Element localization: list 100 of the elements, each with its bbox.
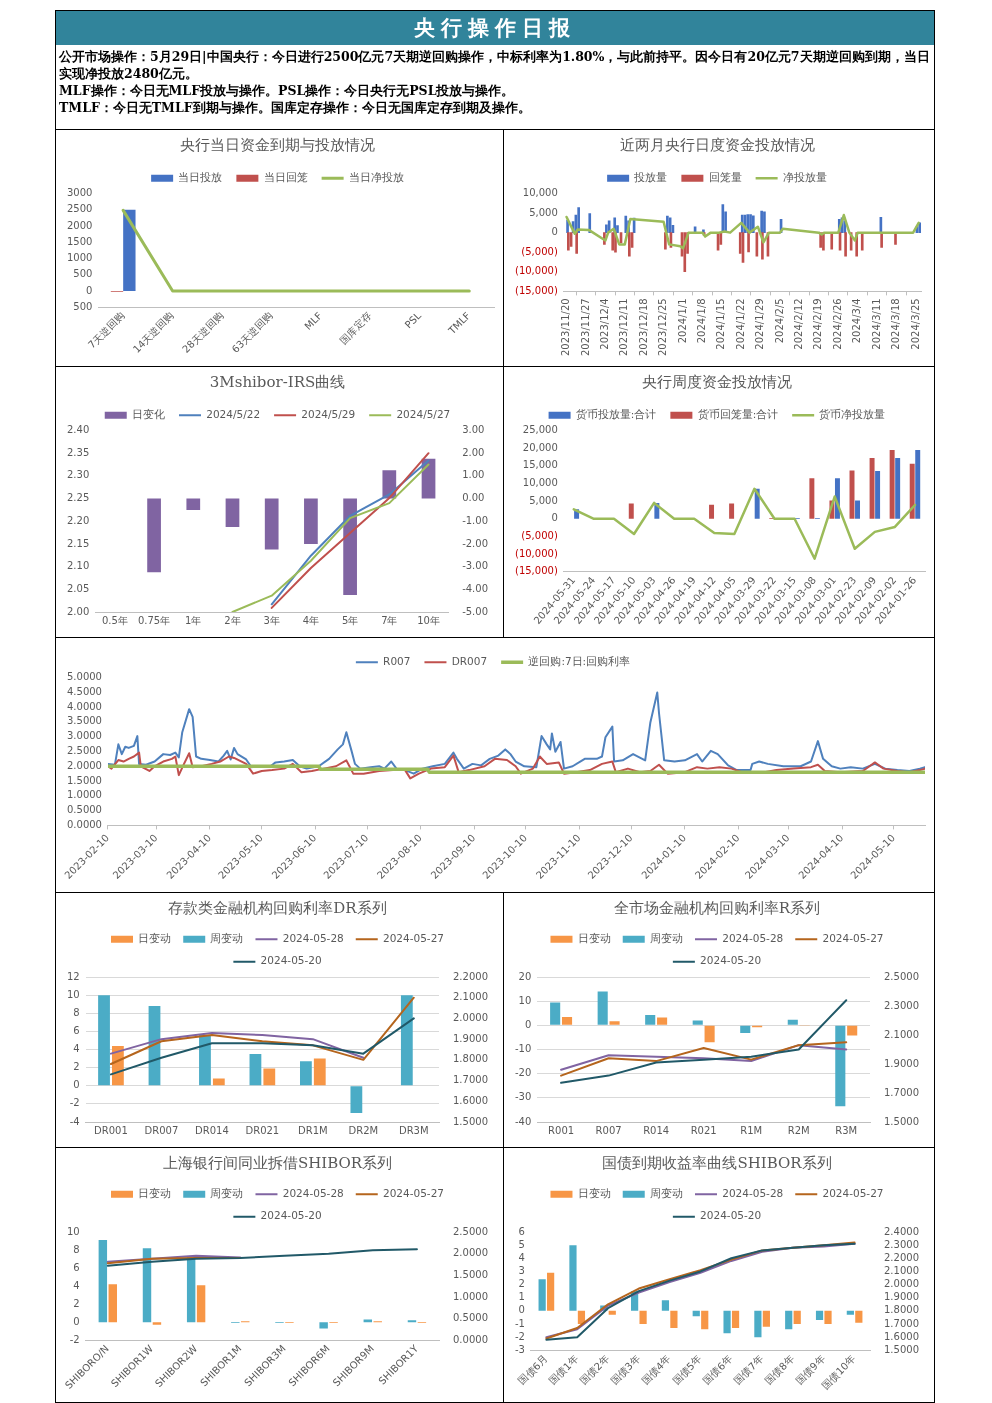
y-tick-label: 500 [73, 300, 93, 312]
text: TMLF：今日无TMLF到期与操作。国库定存操作：今日无国库定存到期及操作。 [59, 99, 532, 116]
y-tick-label: (10,000) [515, 265, 558, 277]
y-tick-label: 2.20 [67, 514, 90, 526]
y-tick-label: 4 [73, 1279, 80, 1291]
y-tick-label: 5,000 [529, 206, 558, 218]
x-tick-label: 63天逆回购 [229, 309, 275, 356]
y2-tick-label: 2.2000 [453, 970, 489, 982]
legend-label: 2024/5/29 [301, 407, 356, 420]
legend-label: 周变动 [649, 1186, 683, 1199]
y2-tick-label: 1.5000 [453, 1115, 489, 1127]
x-tick-label: 1年 [185, 614, 202, 626]
x-tick-label: 2024/3/11 [870, 298, 882, 350]
legend-label: 2024-05-28 [722, 1186, 784, 1199]
x-tick-label: 2024/1/22 [734, 298, 746, 350]
legend-label: 周变动 [649, 931, 683, 944]
y2-tick-label: 1.9000 [884, 1057, 920, 1069]
y-tick-label: -3 [514, 1343, 525, 1355]
x-tick-label: R001 [548, 1124, 575, 1136]
legend-label: 2024-05-20 [700, 954, 762, 967]
legend-label: 日变动 [577, 1186, 611, 1199]
y-tick-label: 2.5000 [66, 745, 102, 757]
y-tick-label: 0 [551, 226, 558, 238]
y2-tick-label: 1.00 [462, 469, 485, 481]
y-tick-label: 6 [518, 1225, 525, 1237]
y2-tick-label: 1.6000 [453, 1094, 489, 1106]
x-tick-label: R007 [595, 1124, 622, 1136]
y-tick-label: 3.5000 [66, 715, 102, 727]
x-tick-label: DR3M [398, 1124, 429, 1136]
text: MLF操作：今日无MLF投放与操作。PSL操作：今日央行无PSL投放与操作。 [59, 82, 516, 99]
legend-label: 2024-05-27 [822, 931, 884, 944]
x-tick-label: 3年 [263, 614, 280, 626]
legend-label: 当日回笼 [263, 170, 308, 183]
y-tick-label: 20,000 [522, 441, 558, 453]
x-tick-label: 0.75年 [137, 614, 171, 626]
x-tick-label: 2023/12/18 [637, 298, 649, 356]
y-tick-label: 1000 [67, 252, 93, 264]
x-tick-label: 2024/2/19 [812, 298, 824, 350]
y-tick-label: 2.30 [67, 469, 90, 481]
legend-label: 货币投放量:合计 [575, 407, 657, 420]
y-tick-label: 10 [66, 988, 80, 1000]
y-tick-label: 4.0000 [66, 700, 102, 712]
y2-tick-label: 0.0000 [453, 1333, 489, 1345]
x-tick-label: 7年 [381, 614, 398, 626]
y-tick-label: (15,000) [515, 565, 558, 577]
y-tick-label: 0 [518, 1304, 525, 1316]
y2-tick-label: 1.7000 [884, 1317, 920, 1329]
y-tick-label: 12 [66, 970, 80, 982]
y2-tick-label: 1.0000 [453, 1290, 489, 1302]
legend-label: 日变动 [138, 931, 172, 944]
y-tick-label: -2 [69, 1333, 80, 1345]
y2-tick-label: 3.00 [462, 424, 485, 436]
legend-label: 日变动 [577, 931, 611, 944]
y-tick-label: 5.0000 [66, 671, 102, 683]
x-tick-label: 2023/12/4 [598, 298, 610, 350]
legend-label: R007 [383, 654, 411, 667]
x-tick-label: 2024/1/1 [676, 298, 688, 344]
y-tick-label: 2.25 [67, 492, 90, 504]
legend-label: 投放量 [633, 170, 668, 183]
y-tick-label: 4 [73, 1043, 80, 1055]
y-tick-label: 0 [73, 1315, 80, 1327]
y2-tick-label: 2.0000 [453, 1012, 489, 1024]
y2-tick-label: 1.8000 [453, 1053, 489, 1065]
x-tick-label: DR007 [144, 1124, 179, 1136]
y-tick-label: -2 [514, 1330, 525, 1342]
y-tick-label: 2 [73, 1297, 80, 1309]
legend-label: 2024-05-28 [282, 931, 344, 944]
chart-title: 近两月央行日度资金投放情况 [619, 135, 815, 154]
legend-label: 2024/5/27 [396, 407, 451, 420]
legend-label: 2024-05-20 [260, 954, 322, 967]
x-tick-label: 2024/1/29 [754, 298, 766, 350]
y2-tick-label: 1.5000 [884, 1115, 920, 1127]
x-tick-label: 2024/2/12 [793, 298, 805, 350]
y-tick-label: -4 [69, 1115, 80, 1127]
y-tick-label: 3 [518, 1265, 525, 1277]
chart-title: 央行当日资金到期与投放情况 [180, 135, 375, 154]
x-tick-label: DR001 [94, 1124, 128, 1136]
legend-label: 2024-05-27 [383, 1186, 445, 1199]
y2-tick-label: 1.8000 [884, 1304, 920, 1316]
y-tick-label: 1 [518, 1291, 525, 1303]
y-tick-label: 2.0000 [66, 759, 102, 771]
x-tick-label: R014 [643, 1124, 670, 1136]
text: 央行操作日报 [56, 11, 934, 45]
y-tick-label: 2000 [67, 219, 93, 231]
x-tick-label: 5年 [341, 614, 359, 626]
legend-label: 2024-05-28 [282, 1186, 344, 1199]
y2-tick-label: -1.00 [462, 514, 488, 526]
x-tick-label: DR2M [348, 1124, 379, 1136]
x-tick-label: PSL [402, 309, 424, 331]
y-tick-label: 6 [73, 1024, 80, 1036]
y-tick-label: 2.10 [67, 560, 90, 572]
y-tick-label: (5,000) [521, 530, 558, 542]
y-tick-label: -1 [514, 1317, 525, 1329]
y-tick-label: -40 [514, 1115, 532, 1127]
legend-label: 货币回笼量:合计 [697, 407, 779, 420]
y-tick-label: 0.5000 [66, 804, 102, 816]
y-tick-label: 1500 [67, 235, 93, 247]
y2-tick-label: 2.1000 [453, 991, 489, 1003]
y-tick-label: 10,000 [522, 187, 558, 199]
legend-label: DR007 [451, 654, 488, 667]
